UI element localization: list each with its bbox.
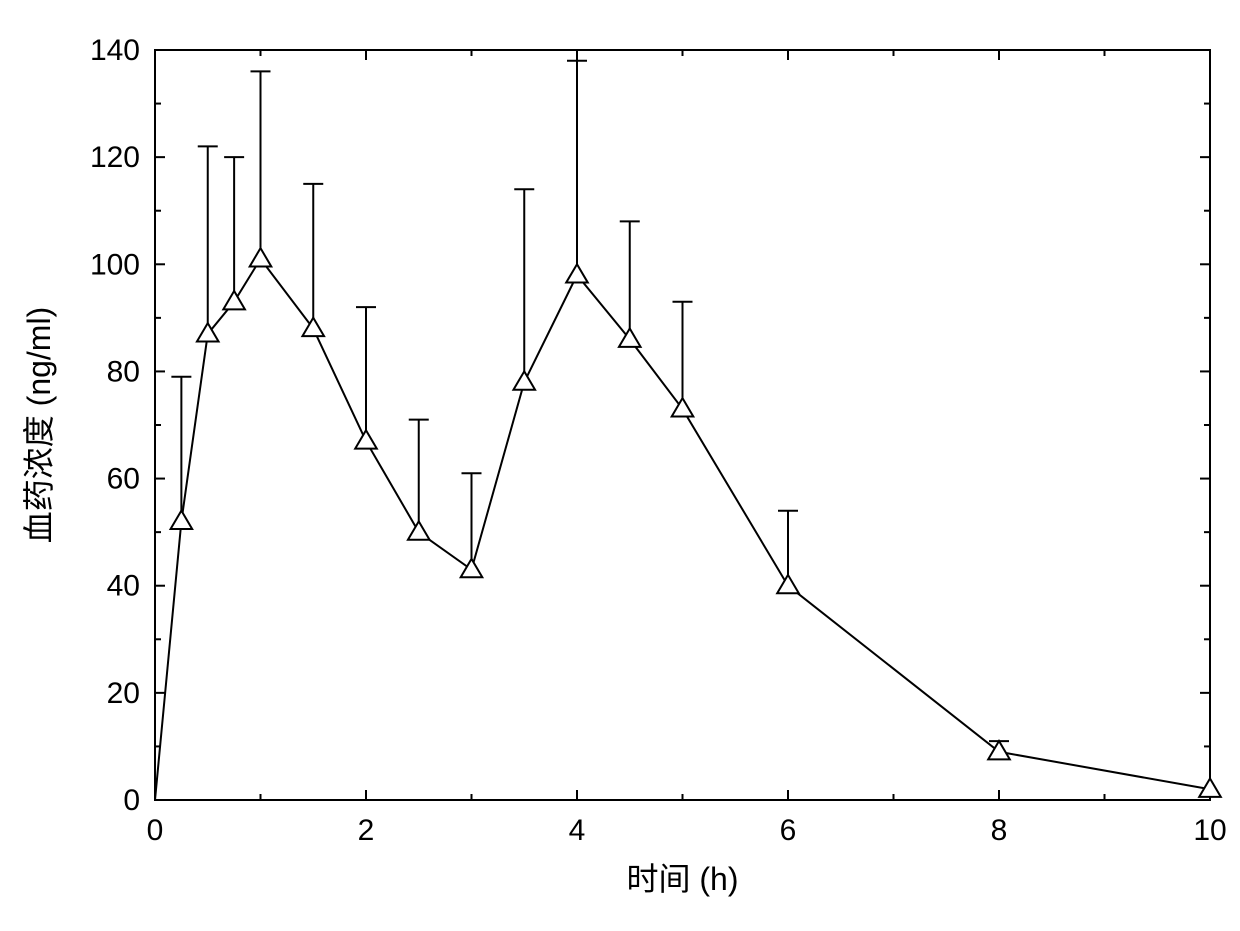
y-tick-label: 0 xyxy=(123,784,140,817)
x-tick-label: 8 xyxy=(991,814,1008,847)
x-tick-label: 2 xyxy=(358,814,375,847)
chart-svg: 0246810020406080100120140时间 (h)血药浓度 (ng/… xyxy=(0,0,1240,931)
chart-container: 0246810020406080100120140时间 (h)血药浓度 (ng/… xyxy=(0,0,1240,931)
x-tick-label: 4 xyxy=(569,814,586,847)
y-tick-label: 40 xyxy=(107,570,140,603)
y-axis-label: 血药浓度 (ng/ml) xyxy=(21,307,57,543)
y-tick-label: 100 xyxy=(90,248,140,281)
x-tick-label: 10 xyxy=(1193,814,1226,847)
y-tick-label: 80 xyxy=(107,355,140,388)
y-tick-label: 20 xyxy=(107,677,140,710)
x-tick-label: 0 xyxy=(147,814,164,847)
x-axis-label: 时间 (h) xyxy=(626,861,738,897)
y-tick-label: 60 xyxy=(107,463,140,496)
y-tick-label: 120 xyxy=(90,141,140,174)
x-tick-label: 6 xyxy=(780,814,797,847)
y-tick-label: 140 xyxy=(90,34,140,67)
